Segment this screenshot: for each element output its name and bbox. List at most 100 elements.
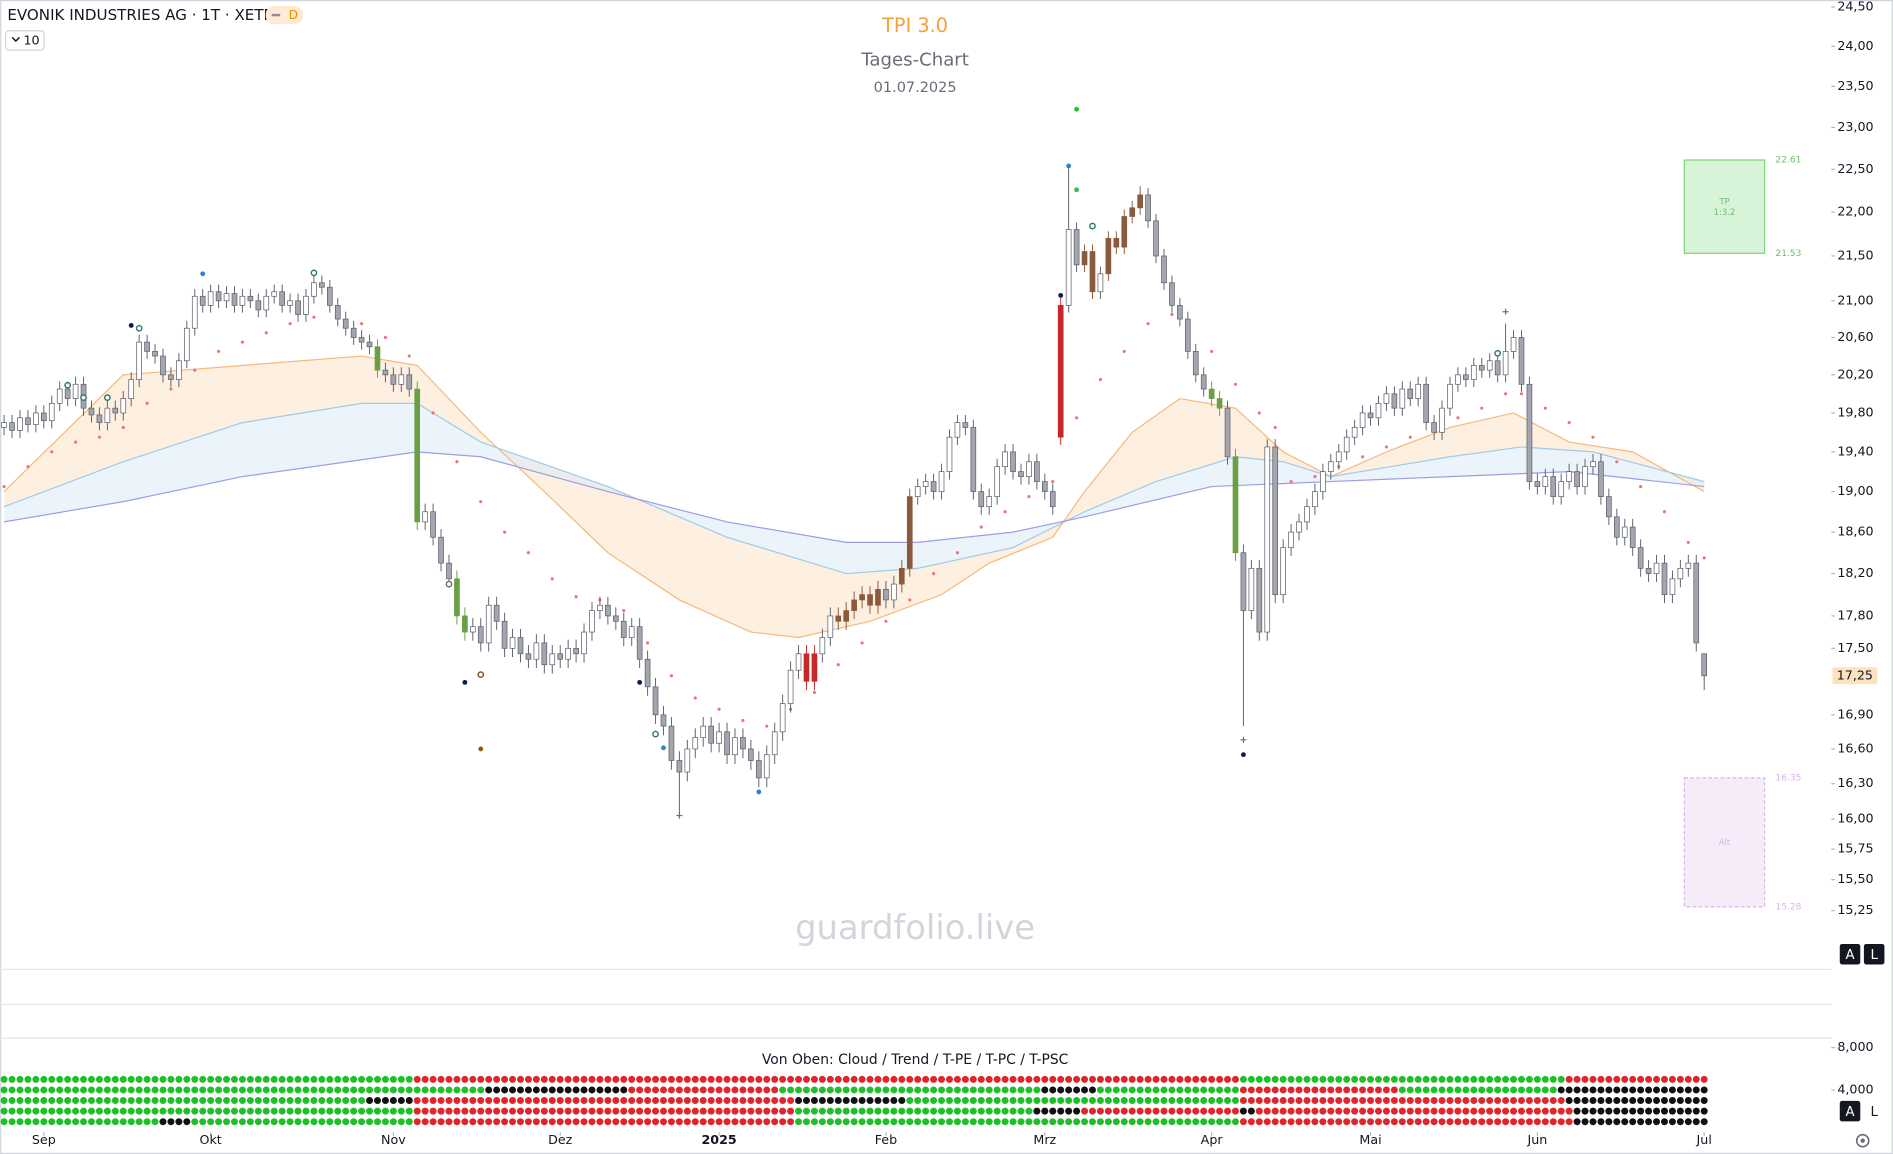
candle-body: [176, 360, 182, 380]
indicator-dot: [1081, 1086, 1089, 1094]
indicator-dot: [1017, 1118, 1025, 1126]
indicator-dot: [1541, 1075, 1549, 1083]
indicator-dot: [1398, 1107, 1406, 1115]
indicator-dot: [596, 1118, 604, 1126]
indicator-dot: [1192, 1086, 1200, 1094]
indicator-dot: [898, 1075, 906, 1083]
indicator-dot: [1144, 1118, 1152, 1126]
indicator-dot: [1462, 1107, 1470, 1115]
indicator-dot: [914, 1118, 922, 1126]
candle-body: [1502, 351, 1509, 376]
indicator-dot: [207, 1075, 215, 1083]
indicator-dot: [707, 1075, 715, 1083]
indicator-dot: [1510, 1107, 1518, 1115]
button-log[interactable]: L: [1870, 1105, 1878, 1120]
indicator-dot: [461, 1118, 469, 1126]
indicator-dot: [636, 1097, 644, 1105]
indicator-dot: [1184, 1075, 1192, 1083]
indicator-dot: [556, 1107, 564, 1115]
indicator-dot: [159, 1107, 167, 1115]
indicator-dot: [532, 1075, 540, 1083]
indicator-dot: [961, 1118, 969, 1126]
indicator-dot: [1517, 1086, 1525, 1094]
candle-body: [271, 291, 278, 297]
indicator-dot: [87, 1097, 95, 1105]
candle-body: [843, 610, 850, 622]
signal-dot: [661, 745, 666, 751]
indicator-dot: [620, 1086, 628, 1094]
indicator-dot: [381, 1075, 389, 1083]
candle-body: [1637, 547, 1644, 569]
indicator-dot: [858, 1075, 866, 1083]
indicator-dot: [135, 1118, 143, 1126]
button-auto[interactable]: A: [1845, 948, 1854, 963]
candle-body: [883, 588, 889, 601]
indicator-dot: [1637, 1097, 1645, 1105]
indicator-dot: [286, 1075, 294, 1083]
candle-body: [1566, 471, 1572, 482]
indicator-dot: [1224, 1118, 1232, 1126]
x-tick-label: Jun: [1526, 1132, 1547, 1147]
settings-icon[interactable]: [1855, 1133, 1870, 1148]
indicator-dot: [1438, 1107, 1446, 1115]
indicator-dot: [358, 1107, 366, 1115]
indicator-dot: [739, 1086, 747, 1094]
candle-body: [1343, 436, 1350, 453]
button-auto[interactable]: A: [1845, 1105, 1854, 1120]
candle-body: [64, 388, 71, 399]
sar-dot: [455, 460, 459, 464]
indicator-dot: [1184, 1107, 1192, 1115]
scale-buttons[interactable]: A L A L: [1839, 943, 1885, 1122]
indicator-dot: [810, 1118, 818, 1126]
sar-dot: [1098, 377, 1102, 382]
indicator-dot: [1692, 1097, 1700, 1105]
candle-body: [136, 341, 142, 380]
indicator-dot: [1486, 1118, 1494, 1126]
y-tick-label: 20,20: [1837, 366, 1873, 381]
indicator-dot: [659, 1097, 667, 1105]
indicator-dot: [461, 1097, 469, 1105]
indicator-dot: [1263, 1097, 1271, 1105]
indicator-dot: [64, 1107, 72, 1115]
candle-body: [231, 293, 238, 306]
indicator-dot: [723, 1075, 731, 1083]
indicator-dot: [739, 1107, 747, 1115]
indicator-dot: [151, 1097, 159, 1105]
candle-body: [25, 417, 31, 425]
interval-badge[interactable]: D: [265, 6, 304, 25]
indicator-dot: [1660, 1086, 1668, 1094]
candle-body: [1486, 360, 1493, 371]
indicator-dot: [1160, 1097, 1168, 1105]
indicator-dot: [612, 1086, 620, 1094]
indicator-dot: [1152, 1107, 1160, 1115]
indicator-dot: [350, 1097, 358, 1105]
candle-body: [771, 731, 778, 756]
indicator-dot: [1382, 1107, 1390, 1115]
indicator-dot: [373, 1097, 381, 1105]
indicator-dot: [1192, 1075, 1200, 1083]
indicator-dot: [1367, 1075, 1375, 1083]
indicator-dot: [985, 1086, 993, 1094]
button-log[interactable]: L: [1870, 948, 1878, 963]
indicator-toggle[interactable]: 10: [4, 30, 45, 51]
indicator-dot: [1224, 1086, 1232, 1094]
indicator-dot: [779, 1086, 787, 1094]
indicator-dot: [326, 1118, 334, 1126]
candle-body: [406, 374, 413, 390]
sar-dot: [1075, 416, 1079, 420]
indicator-dot: [596, 1075, 604, 1083]
indicator-dot: [413, 1086, 421, 1094]
candle-body: [1613, 516, 1620, 538]
indicator-dot: [1597, 1086, 1605, 1094]
indicator-dot: [56, 1075, 64, 1083]
indicator-dot: [1510, 1086, 1518, 1094]
indicator-dot: [143, 1107, 151, 1115]
indicator-dot: [620, 1075, 628, 1083]
indicator-dot: [564, 1086, 572, 1094]
indicator-dot: [1088, 1075, 1096, 1083]
indicator-dot: [191, 1107, 199, 1115]
candle-body: [1478, 365, 1485, 371]
indicator-dot: [1152, 1086, 1160, 1094]
indicator-dot: [1033, 1075, 1041, 1083]
y-tick-label: 15,50: [1837, 871, 1873, 886]
